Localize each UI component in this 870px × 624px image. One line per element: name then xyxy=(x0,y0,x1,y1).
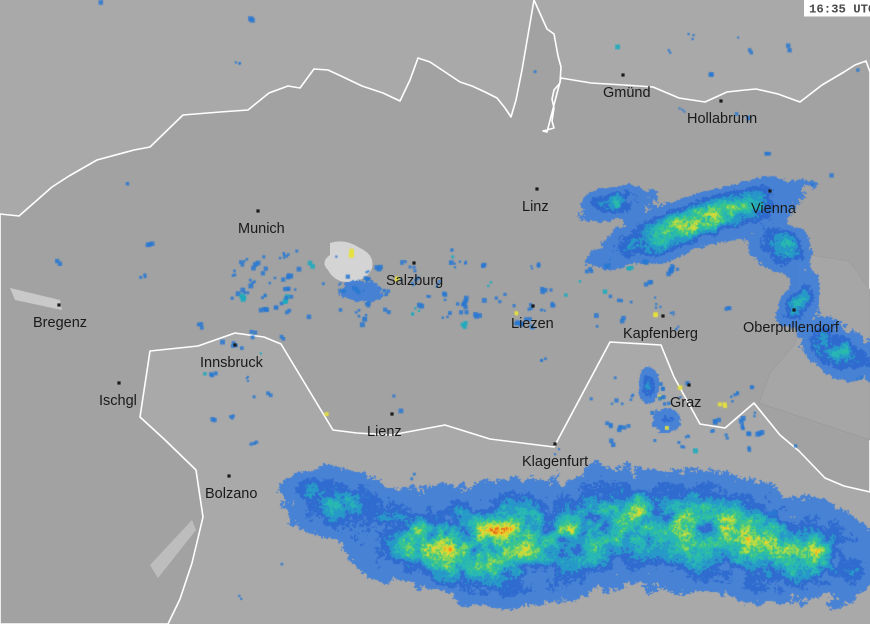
svg-text:Klagenfurt: Klagenfurt xyxy=(522,454,588,470)
svg-text:Kapfenberg: Kapfenberg xyxy=(623,326,698,342)
svg-text:Linz: Linz xyxy=(522,199,549,215)
svg-text:Gmünd: Gmünd xyxy=(603,85,651,101)
svg-text:Innsbruck: Innsbruck xyxy=(200,355,264,371)
svg-text:Munich: Munich xyxy=(238,221,285,237)
svg-text:Graz: Graz xyxy=(670,395,701,411)
svg-text:Salzburg: Salzburg xyxy=(386,273,443,289)
svg-text:Lienz: Lienz xyxy=(367,424,402,440)
svg-text:Hollabrunn: Hollabrunn xyxy=(687,111,757,127)
svg-text:Liezen: Liezen xyxy=(511,316,554,332)
svg-text:Bolzano: Bolzano xyxy=(205,486,257,502)
svg-text:Oberpullendorf: Oberpullendorf xyxy=(743,320,840,336)
svg-text:Bregenz: Bregenz xyxy=(33,315,87,331)
svg-text:Ischgl: Ischgl xyxy=(99,393,137,409)
svg-text:Vienna: Vienna xyxy=(751,201,797,217)
svg-text:16:35 UTC: 16:35 UTC xyxy=(809,3,870,17)
